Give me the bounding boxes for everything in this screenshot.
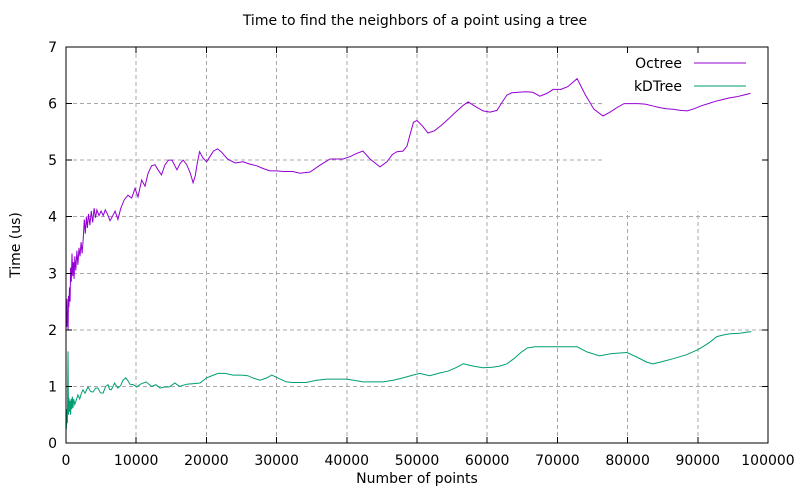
- x-tick-label: 0: [62, 453, 71, 469]
- y-tick-label: 0: [48, 436, 57, 452]
- y-axis-label: Time (us): [8, 212, 24, 279]
- y-tick-label: 1: [48, 379, 57, 395]
- series-line-kdtree: [65, 331, 752, 429]
- y-tick-label: 7: [48, 40, 57, 56]
- y-tick-label: 5: [48, 153, 57, 169]
- y-tick-label: 6: [48, 97, 57, 113]
- x-tick-label: 10000: [114, 453, 159, 469]
- series-lines: [65, 77, 752, 429]
- x-tick-label: 50000: [395, 453, 440, 469]
- x-tick-label: 40000: [325, 453, 370, 469]
- y-tick-labels: 0 1 2 3 4 5 6 7: [48, 40, 57, 452]
- x-tick-labels: 0 10000 20000 30000 40000 50000 60000 70000 8000…: [62, 453, 795, 469]
- legend-label-octree: Octree: [635, 56, 682, 72]
- x-tick-label: 30000: [254, 453, 299, 469]
- y-tick-label: 4: [48, 210, 57, 226]
- x-tick-label: 70000: [535, 453, 580, 469]
- x-tick-label: 100000: [741, 453, 794, 469]
- x-tick-label: 60000: [465, 453, 510, 469]
- x-tick-label: 20000: [184, 453, 229, 469]
- x-tick-label: 80000: [605, 453, 650, 469]
- legend-background-box: [604, 48, 766, 211]
- tick-marks: [65, 46, 769, 444]
- y-tick-label: 3: [48, 266, 57, 282]
- y-tick-label: 2: [48, 323, 57, 339]
- legend-label-kdtree: kDTree: [634, 79, 682, 95]
- x-tick-label: 90000: [676, 453, 721, 469]
- x-axis-label: Number of points: [356, 471, 478, 487]
- series-line-octree: [65, 77, 751, 330]
- chart-title: Time to find the neighbors of a point us…: [242, 13, 587, 29]
- legend: Octree kDTree: [634, 56, 746, 95]
